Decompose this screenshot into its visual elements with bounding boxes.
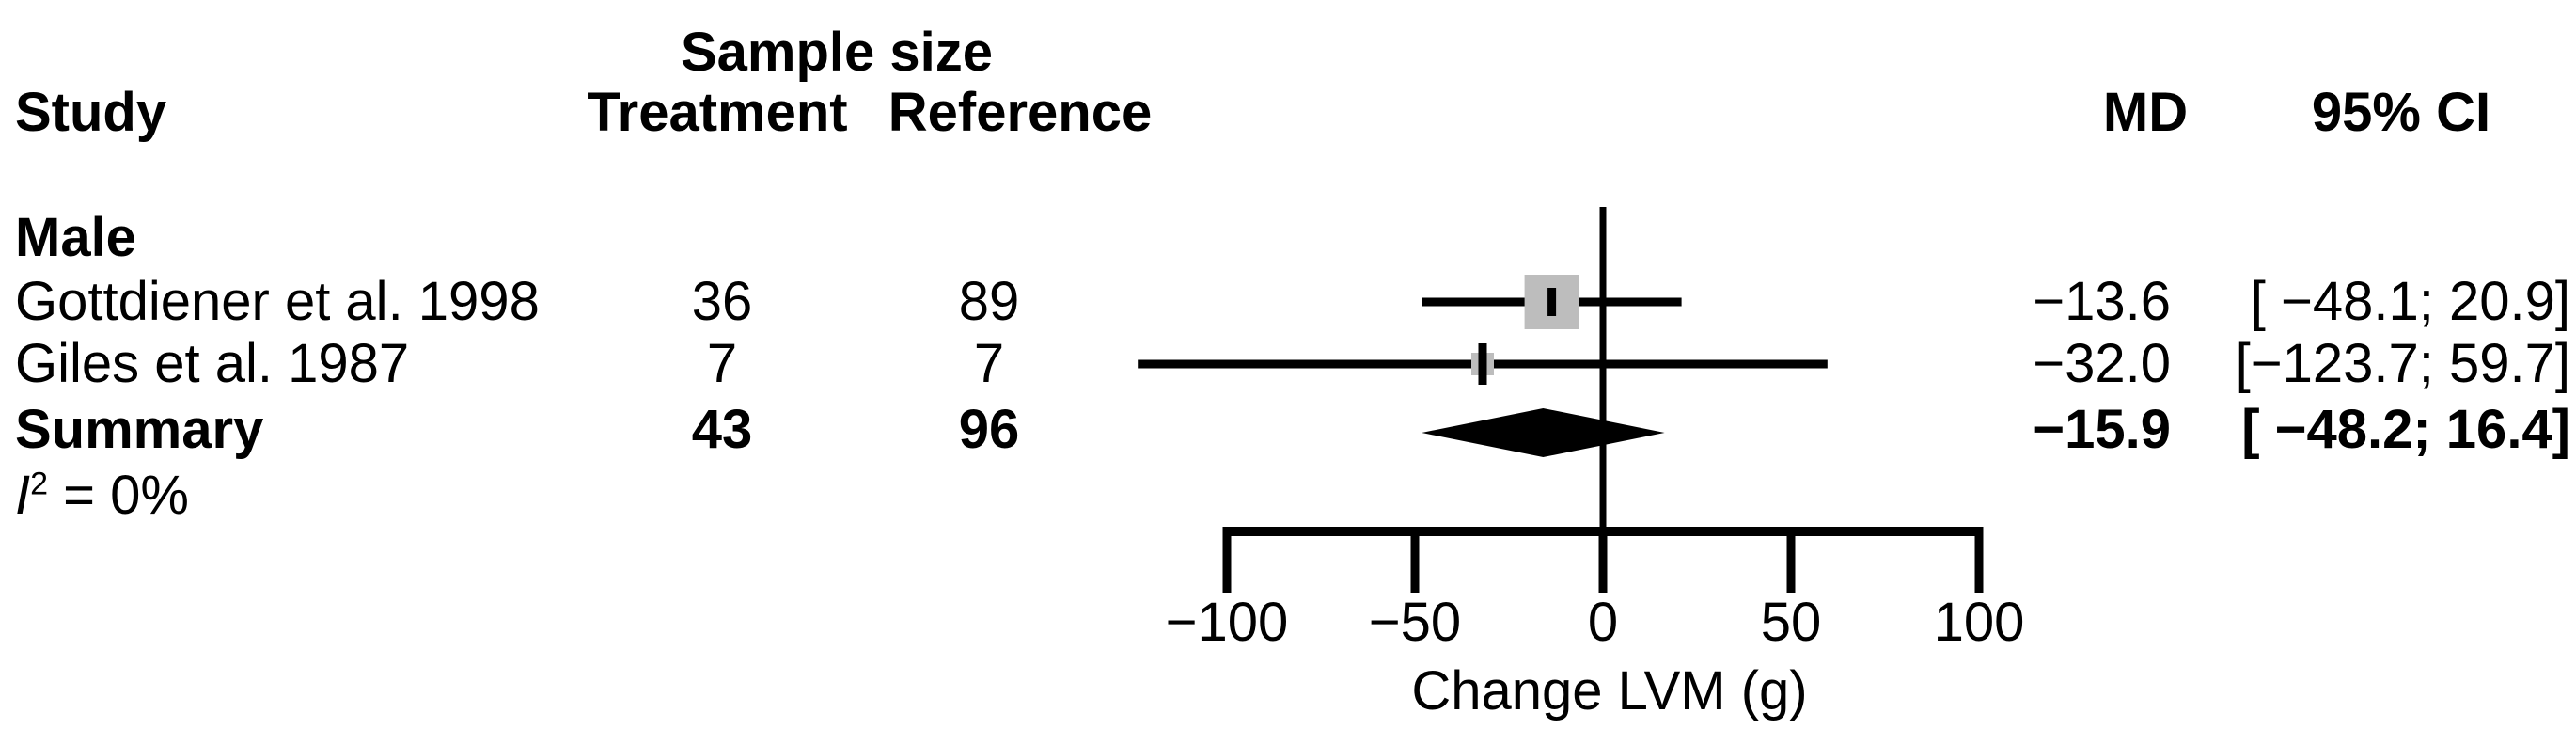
x-tick-2	[1598, 531, 1608, 593]
reference-n: 7	[973, 333, 1005, 394]
summary-reference-n: 96	[958, 399, 1020, 460]
x-tick-label-4: 100	[1934, 592, 2025, 653]
summary-treatment-n: 43	[691, 399, 753, 460]
header-md: MD	[2102, 82, 2189, 143]
summary-md-value: −15.9	[2033, 399, 2171, 460]
study-name: Gottdiener et al. 1998	[15, 271, 540, 332]
study-name: Giles et al. 1987	[15, 333, 410, 394]
summary-label: Summary	[15, 399, 264, 460]
summary-ci-value: [ −48.2; 16.4]	[2241, 399, 2570, 460]
md-value: −32.0	[2033, 333, 2171, 394]
summary-diamond	[1422, 408, 1665, 457]
treatment-n: 7	[706, 333, 738, 394]
group-label-male: Male	[15, 207, 136, 268]
x-tick-label-1: −50	[1369, 592, 1461, 653]
x-tick-0	[1222, 531, 1232, 593]
zero-line	[1599, 207, 1607, 593]
x-axis-caption: Change LVM (g)	[1411, 660, 1807, 721]
header-reference: Reference	[887, 82, 1153, 143]
heterogeneity-label: I2 = 0%	[15, 468, 189, 523]
header-sample-size: Sample size	[680, 22, 994, 83]
treatment-n: 36	[691, 271, 753, 332]
header-ci: 95% CI	[2311, 82, 2491, 143]
x-tick-3	[1786, 531, 1796, 593]
ci-value: [−123.7; 59.7]	[2235, 333, 2570, 394]
x-tick-label-3: 50	[1761, 592, 1822, 653]
reference-n: 89	[958, 271, 1020, 332]
point-marker-0	[1547, 288, 1557, 316]
point-marker-1	[1478, 343, 1487, 385]
header-study: Study	[15, 82, 167, 143]
i2-symbol: I	[15, 465, 31, 526]
x-tick-4	[1974, 531, 1984, 593]
x-tick-label-2: 0	[1588, 592, 1618, 653]
header-treatment: Treatment	[587, 82, 848, 143]
ci-value: [ −48.1; 20.9]	[2250, 271, 2570, 332]
x-tick-1	[1410, 531, 1420, 593]
i2-value: = 0%	[48, 465, 189, 526]
x-tick-label-0: −100	[1166, 592, 1289, 653]
i2-exponent: 2	[30, 466, 49, 502]
md-value: −13.6	[2033, 271, 2171, 332]
